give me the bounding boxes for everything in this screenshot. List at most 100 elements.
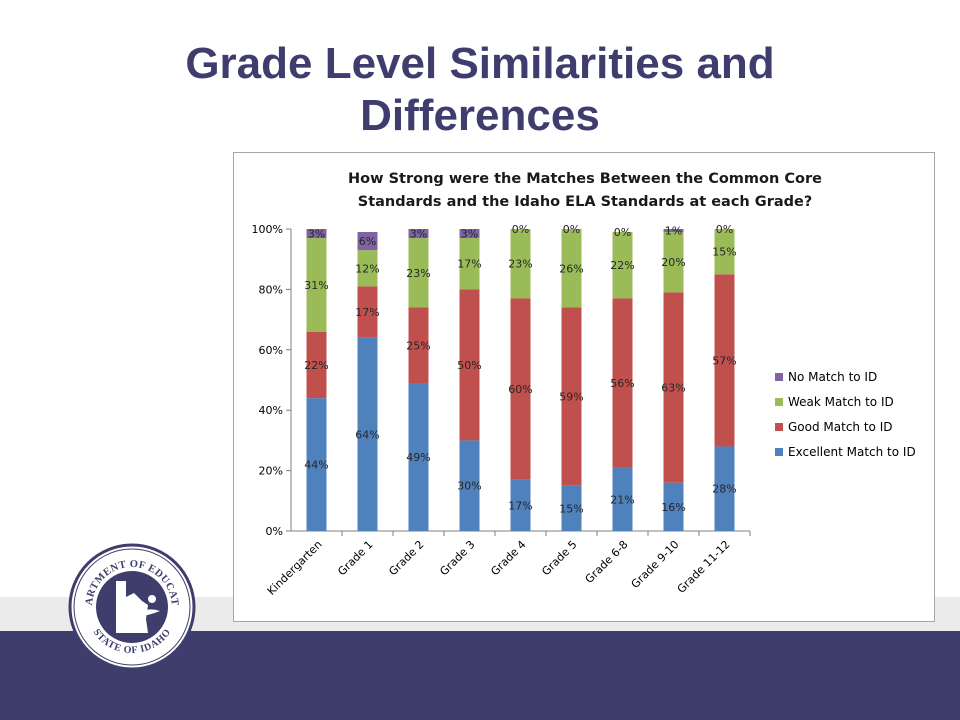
bar-segment bbox=[612, 298, 633, 468]
bar-segment bbox=[714, 274, 735, 447]
bar-segment bbox=[510, 298, 531, 480]
bar-segment bbox=[306, 398, 327, 531]
y-tick-label: 20% bbox=[259, 465, 283, 478]
bar-segment bbox=[408, 307, 429, 384]
data-label: 15% bbox=[712, 246, 736, 259]
x-category-label: Grade 6-8 bbox=[583, 538, 631, 586]
data-label: 60% bbox=[508, 383, 532, 396]
legend-swatch bbox=[775, 423, 783, 431]
x-category-label: Grade 3 bbox=[437, 538, 477, 578]
data-label: 3% bbox=[461, 228, 478, 241]
data-label: 28% bbox=[712, 483, 736, 496]
bar-segment bbox=[663, 482, 684, 531]
data-label: 0% bbox=[716, 223, 733, 236]
data-label: 3% bbox=[308, 228, 325, 241]
data-label: 23% bbox=[508, 258, 532, 271]
data-label: 16% bbox=[661, 501, 685, 514]
data-label: 22% bbox=[304, 359, 328, 372]
slide-title-line-2: Differences bbox=[360, 91, 600, 140]
legend-entry: No Match to ID bbox=[788, 370, 877, 384]
bar-segment bbox=[510, 229, 531, 299]
legend-swatch bbox=[775, 373, 783, 381]
data-label: 0% bbox=[614, 226, 631, 239]
data-label: 25% bbox=[406, 339, 430, 352]
x-category-label: Grade 11-12 bbox=[675, 538, 733, 596]
data-label: 17% bbox=[457, 258, 481, 271]
data-label: 1% bbox=[665, 225, 682, 238]
data-label: 44% bbox=[304, 459, 328, 472]
data-label: 17% bbox=[355, 306, 379, 319]
y-tick-label: 80% bbox=[259, 283, 283, 296]
data-label: 20% bbox=[661, 256, 685, 269]
x-category-label: Grade 2 bbox=[386, 538, 426, 578]
bar-segment bbox=[561, 229, 582, 308]
y-tick-label: 0% bbox=[266, 525, 283, 538]
bar-segment bbox=[306, 331, 327, 399]
bar-segment bbox=[408, 229, 429, 239]
bar-segment bbox=[714, 446, 735, 531]
bar-segment bbox=[306, 229, 327, 239]
bar-segment bbox=[663, 229, 684, 233]
bar-segment bbox=[510, 479, 531, 531]
plot-area: 0% 20% 40% 60% 80% 100% 44% 22% 31% 3% Kindergarte… bbox=[252, 223, 751, 598]
bar-segment bbox=[612, 232, 633, 299]
bar-segment bbox=[459, 229, 480, 239]
x-category-label: Kindergarten bbox=[265, 538, 325, 598]
bar-segment bbox=[357, 232, 378, 251]
bar-segment bbox=[561, 307, 582, 486]
slide-title-line-1: Grade Level Similarities and bbox=[185, 39, 775, 88]
data-label: 23% bbox=[406, 267, 430, 280]
data-label: 0% bbox=[563, 223, 580, 236]
data-label: 30% bbox=[457, 480, 481, 493]
bar-segment bbox=[714, 229, 735, 275]
bar-segment bbox=[459, 238, 480, 290]
data-label: 0% bbox=[512, 223, 529, 236]
bar-segment bbox=[408, 383, 429, 531]
bar-segment bbox=[612, 467, 633, 531]
data-label: 26% bbox=[559, 262, 583, 275]
data-label: 12% bbox=[355, 262, 379, 275]
x-category-label: Grade 5 bbox=[539, 538, 579, 578]
data-label: 57% bbox=[712, 354, 736, 367]
bar-segment bbox=[561, 485, 582, 531]
data-label: 3% bbox=[410, 228, 427, 241]
department-of-education-seal: DEPARTMENT OF EDUCATION STATE OF IDAHO bbox=[64, 535, 196, 671]
slide-title: Grade Level Similarities and Differences bbox=[0, 38, 960, 142]
bar-segment bbox=[408, 238, 429, 308]
bar-segment bbox=[357, 250, 378, 287]
bar-segment bbox=[357, 286, 378, 338]
x-category-label: Grade 9-10 bbox=[629, 538, 682, 591]
bar-segment bbox=[306, 238, 327, 332]
bar-segment bbox=[357, 337, 378, 531]
data-label: 64% bbox=[355, 428, 379, 441]
data-label: 17% bbox=[508, 499, 532, 512]
bar-segment bbox=[663, 232, 684, 293]
bar-segment bbox=[663, 292, 684, 483]
x-category-label: Grade 4 bbox=[488, 538, 528, 578]
legend-entry: Good Match to ID bbox=[788, 420, 892, 434]
data-label: 59% bbox=[559, 391, 583, 404]
idaho-state-icon bbox=[116, 581, 148, 633]
data-label: 31% bbox=[304, 279, 328, 292]
data-label: 63% bbox=[661, 382, 685, 395]
data-label: 22% bbox=[610, 259, 634, 272]
y-tick-label: 60% bbox=[259, 344, 283, 357]
y-tick-label: 100% bbox=[252, 223, 283, 236]
data-label: 21% bbox=[610, 493, 634, 506]
bar-segment bbox=[459, 440, 480, 531]
chart-title-line-1: How Strong were the Matches Between the … bbox=[348, 171, 822, 187]
legend-swatch bbox=[775, 448, 783, 456]
bar-segment bbox=[459, 289, 480, 441]
data-label: 15% bbox=[559, 502, 583, 515]
y-tick-label: 40% bbox=[259, 404, 283, 417]
legend-swatch bbox=[775, 398, 783, 406]
stacked-bar-chart: How Strong were the Matches Between the … bbox=[252, 171, 916, 598]
chart-title-line-2: Standards and the Idaho ELA Standards at… bbox=[358, 194, 813, 210]
lamp-icon bbox=[138, 609, 160, 617]
data-label: 50% bbox=[457, 359, 481, 372]
chart-legend: No Match to ID Weak Match to ID Good Match… bbox=[775, 370, 916, 459]
data-label: 56% bbox=[610, 377, 634, 390]
legend-entry: Excellent Match to ID bbox=[788, 445, 916, 459]
data-label: 6% bbox=[359, 235, 376, 248]
x-category-label: Grade 1 bbox=[335, 538, 375, 578]
